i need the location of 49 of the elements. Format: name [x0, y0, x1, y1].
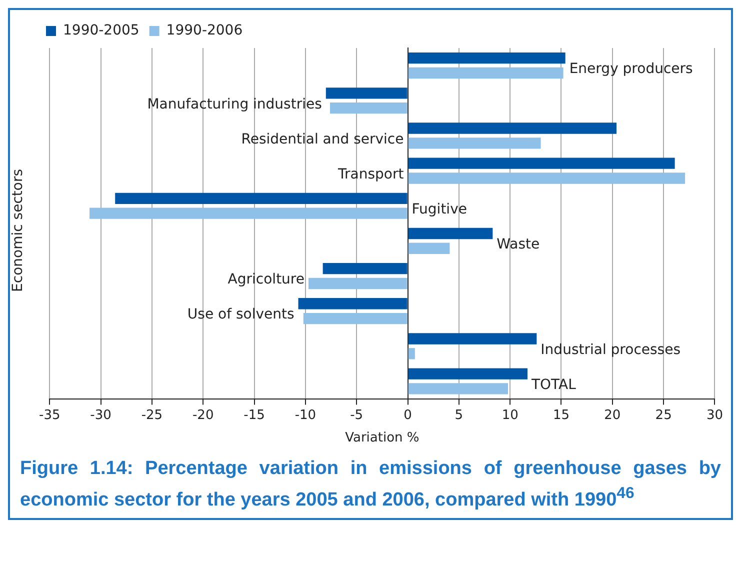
bar: [90, 208, 408, 219]
y-tick-label: Industrial processes: [540, 342, 681, 358]
y-tick-label: TOTAL: [530, 376, 576, 393]
bar: [115, 192, 408, 204]
y-tick-label: Fugitive: [412, 202, 467, 218]
bar: [298, 298, 408, 310]
y-tick-label: Energy producers: [569, 61, 693, 78]
y-tick-label: Waste: [496, 236, 540, 253]
x-axis-title: Variation %: [345, 430, 420, 446]
text: Figure 1.14: Percentage variation in emissions of greenhouse gases by economic sector for the years 2005 and 2006, compared with 1990$^{46}$: [19, 457, 722, 512]
x-tick-label: 15: [552, 408, 570, 423]
x-tick-label: -35: [39, 408, 60, 423]
y-tick-label: Agricolture: [228, 272, 304, 288]
y-tick-label: Manufacturing industries: [147, 96, 322, 112]
x-tick-label: 25: [655, 408, 672, 423]
bar: [408, 138, 541, 149]
bar: [322, 262, 408, 274]
x-tick-label: -20: [192, 408, 214, 423]
y-tick-label: Use of solvents: [187, 306, 294, 323]
y-axis-title: Economic sectors: [10, 168, 27, 292]
y-tick-label: Transport: [337, 166, 404, 182]
bar: [408, 158, 675, 169]
bar: [408, 122, 616, 134]
bar: [408, 348, 415, 360]
x-tick-label: -25: [141, 408, 163, 423]
bar: [408, 52, 566, 64]
x-tick-label: 30: [706, 408, 723, 423]
bar: [308, 278, 408, 290]
x-tick-label: -30: [90, 408, 112, 423]
x-tick-label: -15: [244, 408, 265, 423]
y-tick-label: Residential and service: [241, 131, 404, 148]
bar: [408, 242, 450, 254]
legend-label: 1990-2006: [166, 22, 243, 39]
bar: [408, 368, 528, 380]
x-tick-label: 10: [502, 408, 518, 423]
x-tick-label: 0: [404, 408, 412, 423]
bar: [330, 102, 408, 114]
x-tick-label: -5: [350, 408, 364, 423]
legend-label: 1990-2005: [63, 22, 140, 39]
bar: [326, 88, 408, 99]
bar: [408, 67, 564, 79]
x-tick-label: 5: [454, 408, 464, 423]
bar: [408, 383, 508, 394]
bar: [408, 333, 537, 344]
x-tick-label: 20: [604, 408, 621, 423]
bar: [303, 312, 408, 324]
bar: [408, 172, 686, 184]
x-tick-label: -10: [294, 408, 316, 423]
bar: [408, 228, 493, 240]
